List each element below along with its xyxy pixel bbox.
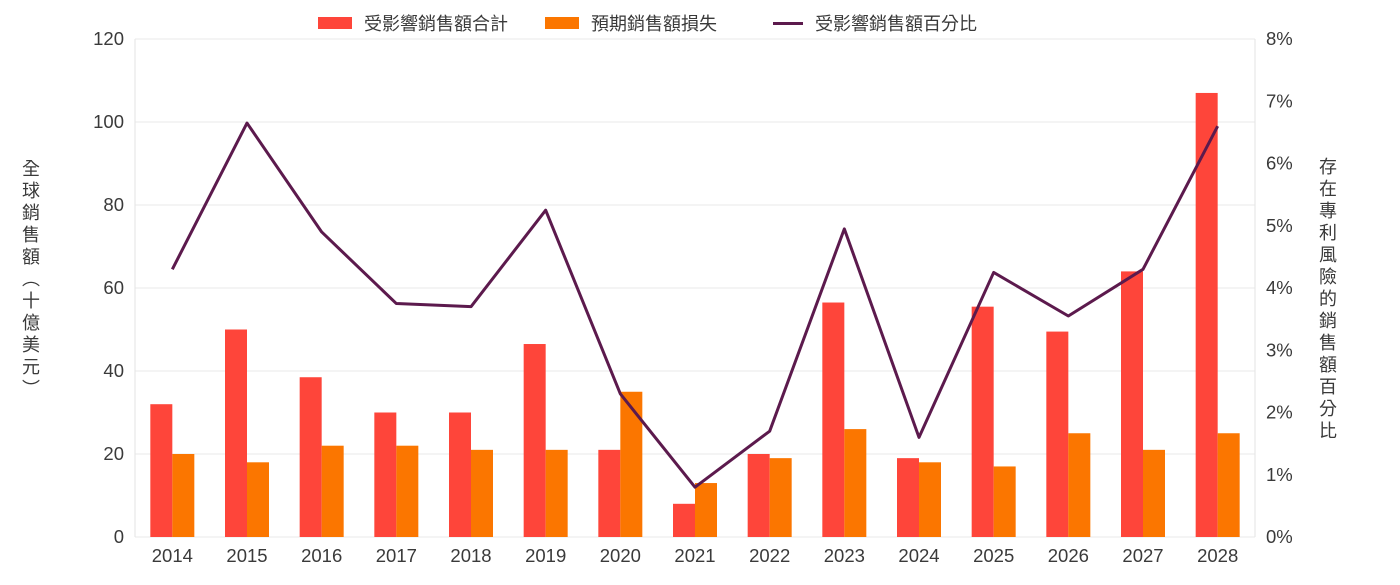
- svg-text:2023: 2023: [824, 545, 865, 566]
- svg-text:2015: 2015: [226, 545, 267, 566]
- svg-text:0: 0: [114, 526, 124, 547]
- svg-text:2025: 2025: [973, 545, 1014, 566]
- svg-text:2027: 2027: [1122, 545, 1163, 566]
- svg-text:1%: 1%: [1266, 464, 1293, 485]
- svg-text:2019: 2019: [525, 545, 566, 566]
- svg-text:2016: 2016: [301, 545, 342, 566]
- svg-text:3%: 3%: [1266, 339, 1293, 360]
- svg-text:2017: 2017: [376, 545, 417, 566]
- svg-text:60: 60: [103, 277, 124, 298]
- svg-text:2%: 2%: [1266, 402, 1293, 423]
- svg-text:0%: 0%: [1266, 526, 1293, 547]
- svg-text:5%: 5%: [1266, 215, 1293, 236]
- svg-text:20: 20: [103, 443, 124, 464]
- svg-text:2021: 2021: [674, 545, 715, 566]
- svg-text:40: 40: [103, 360, 124, 381]
- svg-text:4%: 4%: [1266, 277, 1293, 298]
- svg-text:2014: 2014: [152, 545, 193, 566]
- svg-text:2024: 2024: [898, 545, 939, 566]
- svg-text:6%: 6%: [1266, 153, 1293, 174]
- svg-text:7%: 7%: [1266, 90, 1293, 111]
- svg-text:80: 80: [103, 194, 124, 215]
- svg-text:2026: 2026: [1048, 545, 1089, 566]
- svg-text:2018: 2018: [450, 545, 491, 566]
- svg-text:2020: 2020: [600, 545, 641, 566]
- svg-text:2022: 2022: [749, 545, 790, 566]
- svg-text:100: 100: [93, 111, 124, 132]
- svg-text:2028: 2028: [1197, 545, 1238, 566]
